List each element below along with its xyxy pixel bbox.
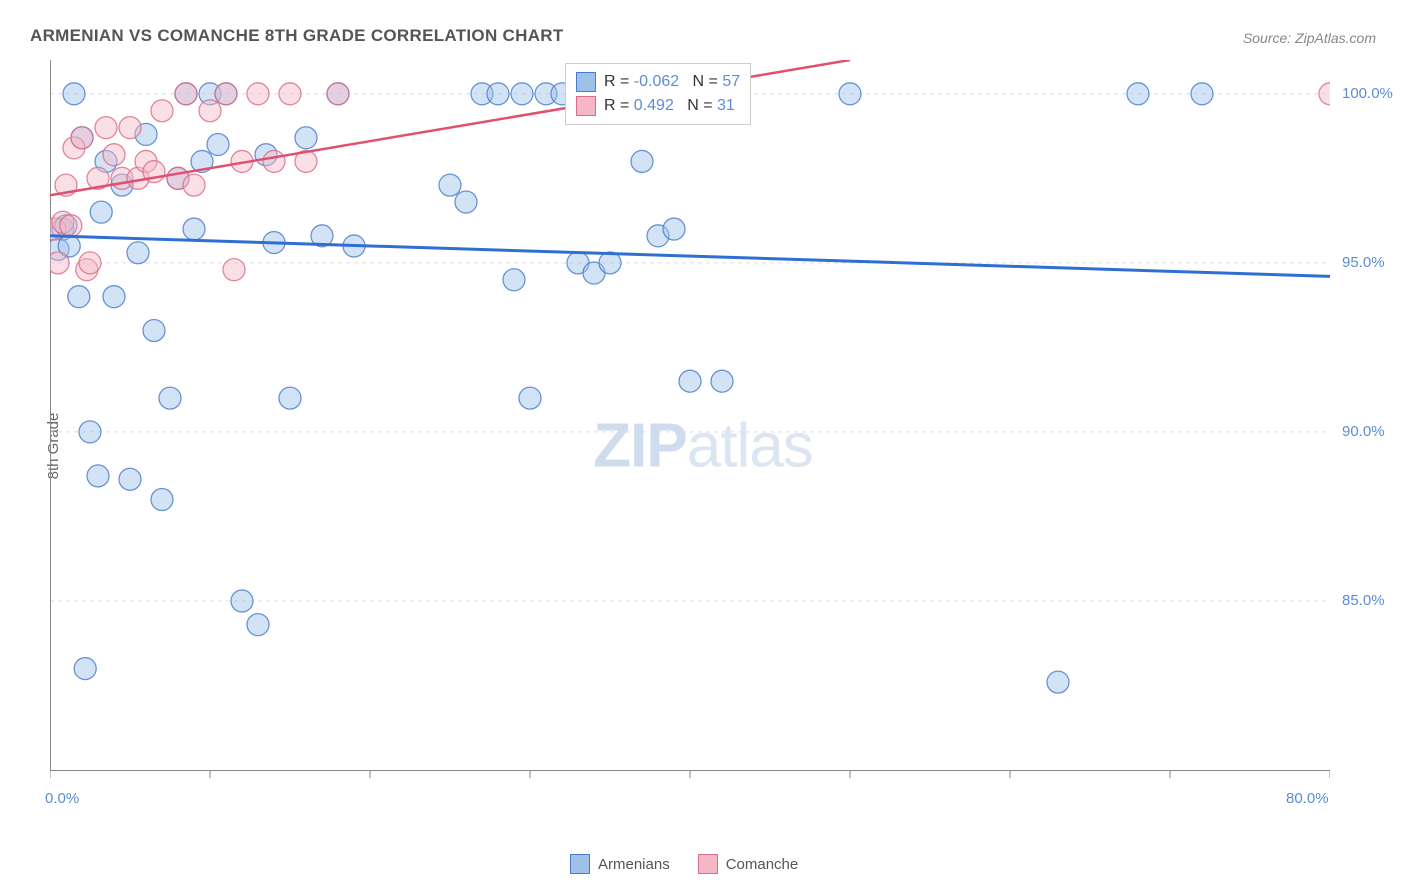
chart-title: ARMENIAN VS COMANCHE 8TH GRADE CORRELATI…	[30, 26, 564, 46]
y-tick-label: 90.0%	[1342, 423, 1385, 440]
legend-stat-text: R = 0.492 N = 31	[604, 94, 735, 118]
series-legend-item: Comanche	[698, 854, 799, 874]
chart-container: ARMENIAN VS COMANCHE 8TH GRADE CORRELATI…	[0, 0, 1406, 892]
series-legend: Armenians Comanche	[570, 854, 798, 874]
legend-stat-row: R = -0.062 N = 57	[576, 70, 740, 94]
series-legend-label: Comanche	[726, 856, 799, 873]
y-tick-label: 95.0%	[1342, 254, 1385, 271]
legend-swatch	[570, 854, 590, 874]
legend-swatch	[576, 72, 596, 92]
y-tick-label: 85.0%	[1342, 592, 1385, 609]
x-tick-label-min: 0.0%	[45, 790, 79, 807]
legend-swatch	[576, 96, 596, 116]
source-attribution: Source: ZipAtlas.com	[1243, 30, 1376, 46]
series-legend-label: Armenians	[598, 856, 670, 873]
y-tick-label: 100.0%	[1342, 85, 1393, 102]
x-tick-label-max: 80.0%	[1286, 790, 1329, 807]
legend-stat-row: R = 0.492 N = 31	[576, 94, 740, 118]
legend-swatch	[698, 854, 718, 874]
correlation-legend: R = -0.062 N = 57R = 0.492 N = 31	[565, 63, 751, 125]
series-legend-item: Armenians	[570, 854, 670, 874]
scatter-plot	[50, 60, 1330, 800]
legend-stat-text: R = -0.062 N = 57	[604, 70, 740, 94]
